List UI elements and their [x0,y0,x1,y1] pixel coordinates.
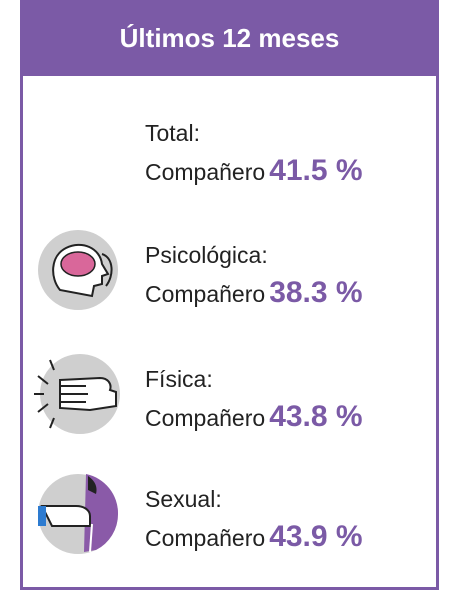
item-label: Psicológica: [145,236,363,274]
header-title: Últimos 12 meses [120,23,340,54]
item-label: Total: [145,114,363,152]
item-sublabel: Compañero [145,281,265,307]
item-value: 43.8 % [269,400,362,433]
icon-sexual [36,472,120,556]
item-label: Sexual: [145,480,363,518]
item-value: 41.5 % [269,154,362,187]
header: Últimos 12 meses [20,0,439,76]
icon-psychological [36,228,120,312]
icon-physical [30,352,126,436]
item-value: 38.3 % [269,276,362,309]
item-sublabel: Compañero [145,405,265,431]
item-value: 43.9 % [269,520,362,553]
item-sublabel: Compañero [145,159,265,185]
item-sublabel: Compañero [145,525,265,551]
item-label: Física: [145,360,363,398]
